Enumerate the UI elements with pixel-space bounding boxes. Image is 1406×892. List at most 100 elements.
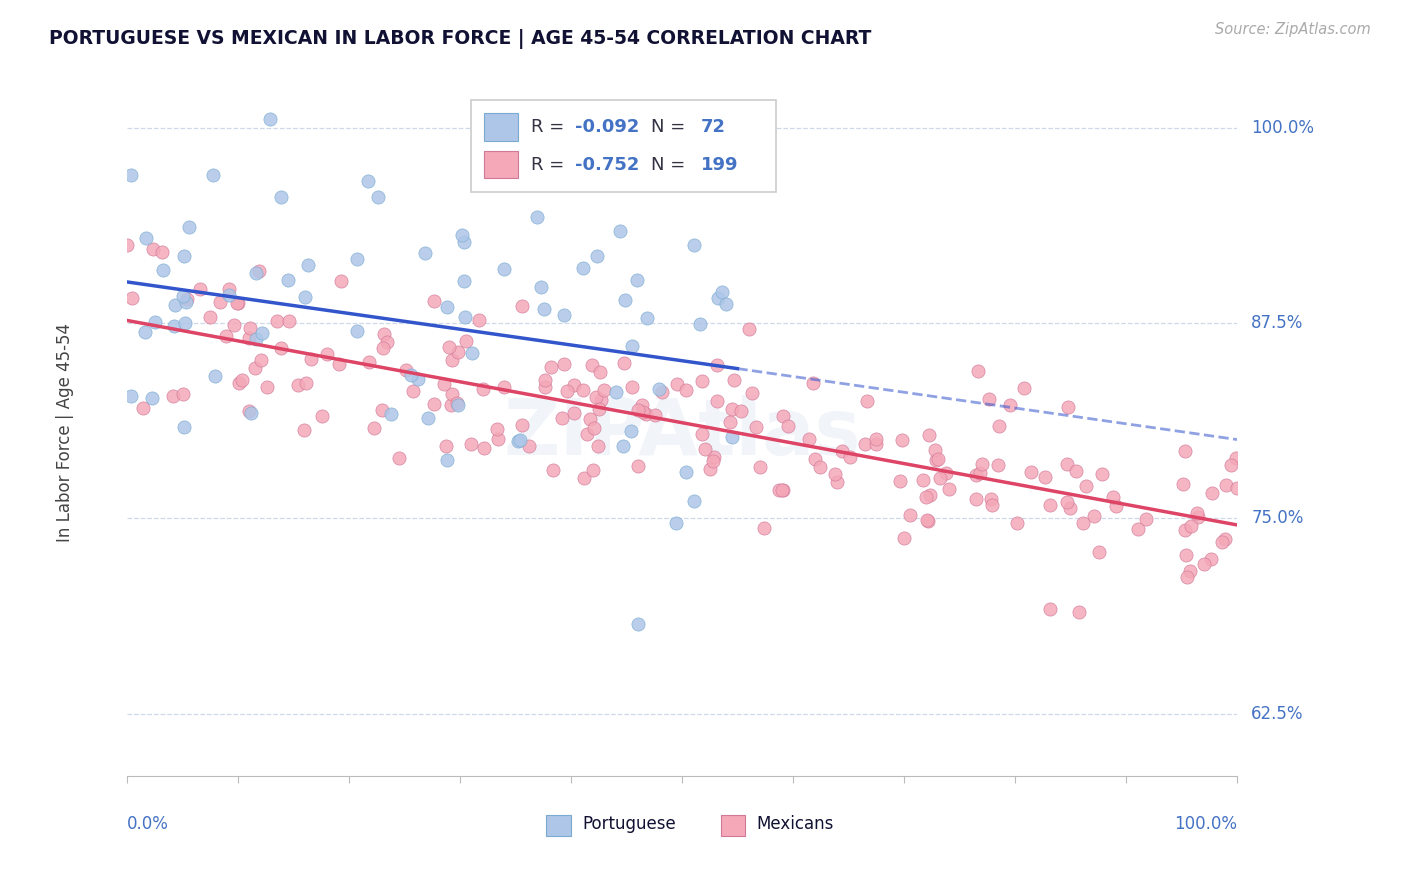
Point (231, 373, 253, 387)
Point (1057, 401, 1080, 415)
Point (1083, 508, 1105, 523)
Point (174, 295, 197, 310)
Point (163, 319, 186, 334)
Text: 100.0%: 100.0% (1174, 815, 1237, 833)
Point (270, 341, 292, 355)
Point (1226, 481, 1249, 495)
Point (530, 279, 553, 293)
Point (454, 310, 477, 324)
Text: Source: ZipAtlas.com: Source: ZipAtlas.com (1215, 22, 1371, 37)
Point (121, 291, 143, 305)
Point (437, 340, 460, 354)
Point (357, 174, 380, 188)
Point (644, 408, 666, 422)
Text: ZIPAtlas: ZIPAtlas (503, 394, 860, 471)
Point (776, 419, 799, 434)
Point (1171, 476, 1194, 491)
Point (245, 332, 267, 346)
Point (1059, 500, 1081, 515)
Point (1187, 510, 1209, 524)
Point (965, 467, 987, 482)
Point (718, 415, 741, 429)
Point (486, 432, 509, 446)
Point (1064, 464, 1087, 478)
Point (627, 617, 650, 632)
Point (517, 439, 540, 453)
Point (413, 245, 436, 260)
Point (1056, 458, 1078, 472)
Point (721, 402, 744, 417)
Point (142, 242, 165, 256)
Point (589, 365, 612, 379)
Text: 0.0%: 0.0% (127, 815, 169, 833)
Point (1056, 495, 1078, 509)
Point (245, 266, 267, 280)
Point (363, 420, 385, 434)
Point (593, 384, 616, 398)
Point (456, 334, 478, 348)
Point (1187, 506, 1209, 520)
Point (506, 434, 529, 448)
Point (980, 492, 1002, 507)
Point (540, 360, 562, 375)
Point (699, 461, 721, 475)
Point (250, 352, 273, 367)
Point (1126, 522, 1149, 536)
Point (1074, 478, 1097, 492)
Point (176, 293, 198, 307)
Text: 199: 199 (700, 156, 738, 174)
Point (509, 433, 531, 447)
Point (1180, 564, 1202, 578)
Point (651, 384, 673, 399)
Point (578, 412, 600, 426)
Text: 62.5%: 62.5% (1251, 705, 1303, 723)
Point (620, 380, 643, 394)
Point (330, 274, 353, 288)
Point (270, 190, 292, 204)
Point (436, 453, 458, 467)
Point (434, 439, 457, 453)
Point (917, 428, 939, 442)
Point (981, 499, 1004, 513)
Point (543, 463, 565, 477)
Point (163, 298, 186, 312)
Point (553, 309, 575, 323)
Point (1039, 602, 1062, 616)
Text: 75.0%: 75.0% (1251, 509, 1303, 527)
Text: -0.752: -0.752 (575, 156, 640, 174)
Point (239, 321, 262, 335)
Point (853, 437, 876, 451)
Point (972, 458, 994, 472)
Point (277, 273, 299, 287)
Point (935, 466, 957, 480)
Point (120, 389, 142, 403)
Point (247, 264, 270, 278)
Point (467, 313, 489, 327)
Text: Mexicans: Mexicans (756, 815, 834, 833)
Point (636, 310, 658, 325)
Point (423, 293, 446, 308)
Text: Portuguese: Portuguese (582, 815, 676, 833)
Point (555, 384, 578, 398)
Point (460, 437, 482, 451)
Point (562, 377, 585, 392)
Point (979, 392, 1001, 407)
Point (938, 482, 960, 496)
Text: -0.092: -0.092 (575, 118, 640, 136)
Point (440, 398, 463, 412)
Text: 87.5%: 87.5% (1251, 314, 1303, 333)
Point (630, 398, 652, 412)
Point (472, 382, 495, 396)
Point (1174, 548, 1197, 562)
Point (371, 341, 394, 355)
Text: R =: R = (531, 118, 569, 136)
Point (526, 211, 548, 225)
Point (418, 411, 440, 425)
Point (831, 444, 853, 458)
Point (202, 169, 225, 183)
Point (256, 380, 278, 394)
Point (380, 407, 402, 421)
Point (626, 273, 648, 287)
Text: 72: 72 (700, 118, 725, 136)
Point (328, 357, 350, 371)
